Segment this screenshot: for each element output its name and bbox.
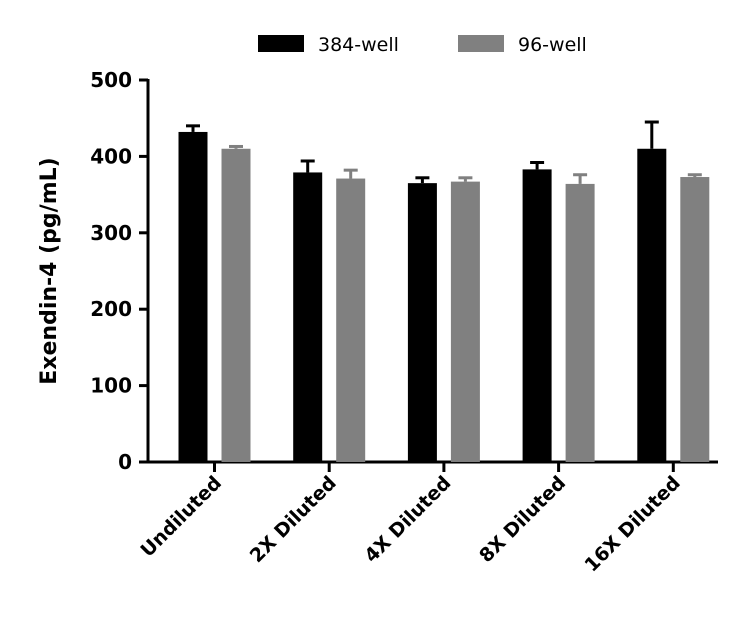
y-axis-label: Exendin-4 (pg/mL) — [37, 157, 62, 384]
bar-384-well-3 — [522, 169, 552, 462]
legend-swatch — [258, 35, 304, 52]
x-tick-label: 8X Diluted — [475, 472, 570, 567]
bar-96-well-1 — [336, 178, 366, 462]
y-tick-label: 400 — [90, 144, 132, 168]
bar-384-well-2 — [407, 183, 437, 462]
legend-swatch — [458, 35, 504, 52]
bar-96-well-2 — [450, 181, 480, 462]
bar-384-well-4 — [637, 148, 667, 462]
y-tick-label: 100 — [90, 374, 132, 398]
x-tick-label: 4X Diluted — [360, 472, 455, 567]
bar-96-well-4 — [680, 177, 710, 462]
y-tick-label: 500 — [90, 68, 132, 92]
y-tick-label: 0 — [118, 450, 132, 474]
legend-label: 96-well — [518, 34, 587, 56]
legend-label: 384-well — [318, 34, 399, 56]
x-tick-label: 16X Diluted — [580, 472, 684, 576]
x-tick-label: Undiluted — [136, 472, 226, 562]
x-tick-label: 2X Diluted — [246, 472, 341, 567]
bar-96-well-0 — [221, 148, 251, 462]
bar-96-well-3 — [565, 183, 595, 463]
bar-384-well-1 — [293, 172, 323, 462]
y-tick-label: 300 — [90, 221, 132, 245]
bar-384-well-0 — [178, 131, 208, 462]
y-tick-label: 200 — [90, 297, 132, 321]
